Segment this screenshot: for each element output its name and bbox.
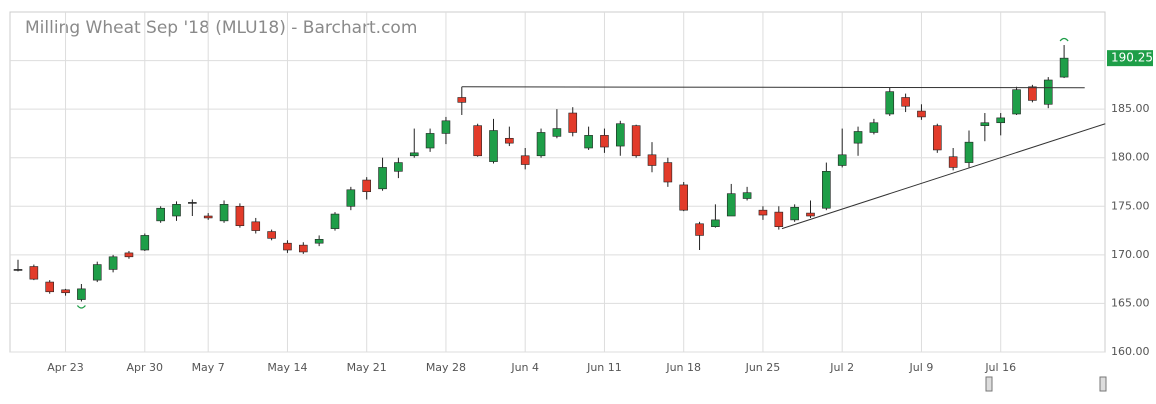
x-tick-label: Jul 2 (829, 361, 854, 374)
candle-body (362, 179, 372, 193)
x-tick-label: Jul 9 (909, 361, 934, 374)
candle-body (188, 202, 197, 204)
candle-body (647, 154, 657, 166)
candle-body (409, 152, 419, 157)
candle-body (45, 281, 55, 293)
x-tick-label: May 14 (267, 361, 307, 374)
candle-body (726, 193, 736, 217)
candle-body (330, 213, 340, 229)
scroll-handle[interactable] (1099, 376, 1107, 392)
candle-body (853, 131, 863, 144)
chart-title: Milling Wheat Sep '18 (MLU18) - Barchart… (25, 18, 417, 38)
candle-body (1043, 79, 1053, 105)
candle-body (679, 184, 689, 211)
candle-body (758, 209, 768, 216)
candle-body (267, 231, 276, 239)
high-marker (1059, 37, 1069, 42)
x-tick-label: Apr 30 (127, 361, 164, 374)
candle-body (441, 120, 451, 134)
candle-body (822, 171, 831, 209)
candle-body (298, 244, 308, 253)
trend-line (461, 86, 1085, 89)
y-tick-label: 180.00 (1111, 151, 1150, 164)
y-tick-label: 175.00 (1111, 199, 1150, 212)
candle-body (695, 223, 704, 236)
candle-body (520, 155, 530, 165)
candle-body (108, 256, 118, 270)
candle-body (615, 123, 625, 147)
candle-body (314, 239, 324, 244)
candle-body (489, 130, 498, 162)
candle-body (552, 128, 562, 137)
x-tick-label: May 28 (426, 361, 466, 374)
candle-body (394, 162, 403, 172)
candle-body (77, 288, 86, 300)
x-tick-label: Jul 16 (984, 361, 1016, 374)
x-tick-label: Jun 11 (586, 361, 622, 374)
y-tick-label: 165.00 (1111, 296, 1150, 309)
candle-body (774, 211, 784, 227)
x-tick-label: Jun 18 (665, 361, 701, 374)
y-tick-label: 185.00 (1111, 102, 1150, 115)
candle-body (1059, 57, 1069, 78)
candle-body (806, 212, 815, 217)
candle-body (711, 219, 720, 227)
candle-body (13, 269, 23, 271)
candle-body (980, 122, 990, 126)
candle-body (948, 156, 958, 168)
x-tick-label: Jun 4 (510, 361, 539, 374)
candle-body (140, 235, 150, 251)
candle-body (346, 189, 356, 207)
candle-body (1028, 86, 1037, 101)
x-tick-label: Apr 23 (47, 361, 84, 374)
candle-body (505, 137, 514, 144)
x-tick-label: Jun 25 (745, 361, 781, 374)
low-marker (76, 305, 86, 309)
candle-body (473, 125, 482, 157)
candle-body (600, 135, 609, 148)
plot-frame (9, 11, 1106, 353)
y-tick-label: 170.00 (1111, 248, 1150, 261)
candle-body (901, 97, 910, 107)
candle-body (790, 206, 799, 221)
last-price-box (1107, 50, 1153, 67)
x-tick-label: May 7 (192, 361, 225, 374)
candle-body (964, 141, 974, 163)
candle-body (584, 135, 593, 149)
candle-body (837, 154, 847, 166)
candle-body (425, 133, 435, 149)
candle-body (235, 205, 245, 227)
candle-body (663, 162, 673, 183)
candle-body (631, 125, 641, 157)
scroll-handle[interactable] (985, 376, 993, 392)
candle-body (172, 204, 181, 217)
candle-body (378, 167, 387, 190)
candle-body (124, 252, 134, 258)
last-price-label: 190.25 (1111, 51, 1153, 65)
candle-body (203, 215, 213, 219)
candle-body (917, 110, 926, 118)
candle-body (742, 192, 752, 199)
candle-body (251, 221, 261, 231)
candle-body (283, 242, 292, 251)
trend-line (781, 123, 1106, 230)
candle-body (1012, 89, 1021, 115)
candle-body (885, 91, 895, 115)
candle-body (156, 207, 165, 222)
candle-body (61, 289, 70, 294)
candle-body (92, 264, 102, 281)
candle-body (932, 125, 942, 151)
y-tick-label: 160.00 (1111, 345, 1150, 358)
candle-body (996, 117, 1006, 124)
candle-body (219, 204, 229, 222)
candle-body (536, 132, 546, 157)
candle-body (29, 266, 39, 280)
candle-body (869, 122, 879, 133)
candle-body (457, 97, 467, 103)
x-tick-label: May 21 (347, 361, 387, 374)
candle-body (568, 112, 578, 133)
